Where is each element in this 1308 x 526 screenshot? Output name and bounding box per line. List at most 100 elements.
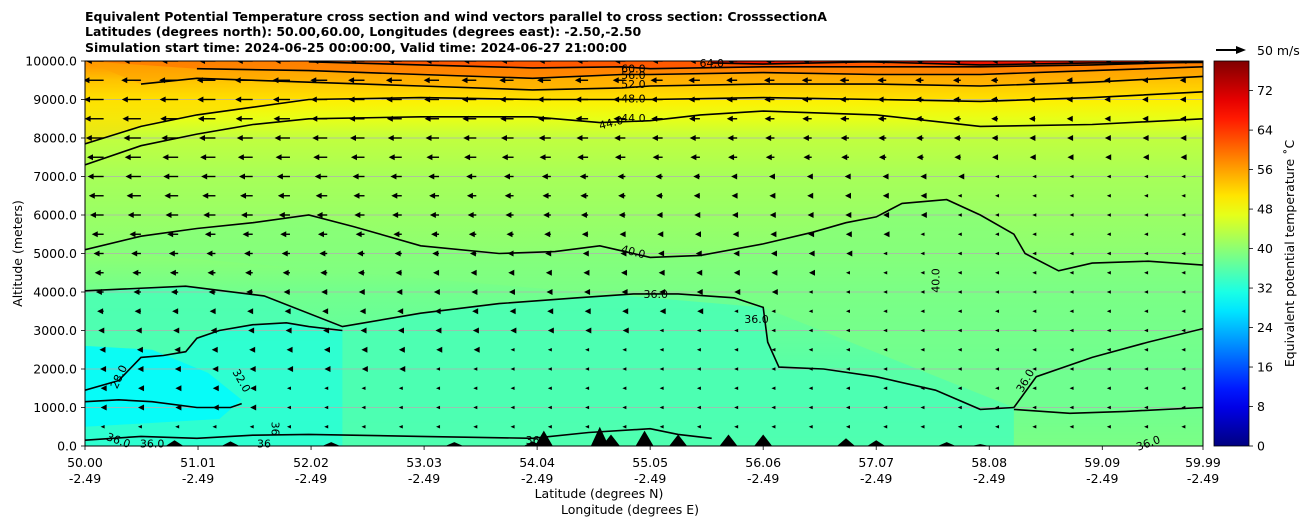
wind-vector-head <box>397 308 404 315</box>
wind-vector <box>957 232 962 237</box>
wind-vector <box>1144 309 1149 314</box>
wind-vector-head <box>544 231 551 238</box>
wind-vector-head <box>274 135 281 141</box>
wind-vector <box>920 290 925 294</box>
wind-vector-head <box>583 269 590 276</box>
wind-vector-head <box>432 250 439 257</box>
wind-vector-head <box>619 231 626 238</box>
wind-vector-head <box>354 212 361 218</box>
wind-vector-head <box>764 96 771 103</box>
wind-vector-head <box>732 212 739 218</box>
wind-vector <box>547 405 552 410</box>
colorbar-tick-label: 8 <box>1257 399 1265 414</box>
wind-vector <box>957 251 962 256</box>
wind-vector <box>659 347 664 352</box>
wind-vector <box>1106 367 1111 371</box>
wind-vector-head <box>771 250 777 257</box>
wind-vector-head <box>1142 115 1149 122</box>
wind-vector-head <box>1142 96 1149 103</box>
wind-vector-head <box>618 192 625 199</box>
y-tick-label: 1000.0 <box>33 400 77 415</box>
wind-vector-head <box>320 269 327 276</box>
wind-vector <box>995 251 1000 256</box>
colorbar-tick-label: 0 <box>1257 439 1265 454</box>
wind-vector-head <box>508 269 515 276</box>
wind-vector <box>771 386 776 391</box>
wind-vector-head <box>359 308 366 315</box>
wind-vector-head <box>467 212 474 218</box>
colorbar-ticks: 0 8 16 24 32 40 48 56 64 72 <box>1249 83 1273 454</box>
wind-vector-head <box>239 173 246 180</box>
x-tick-label-longitude: -2.49 <box>860 471 892 486</box>
wind-vector <box>212 424 217 429</box>
wind-vector-head <box>500 61 507 64</box>
wind-vector <box>1032 232 1037 237</box>
wind-vector-head <box>1142 61 1149 64</box>
wind-vector-head <box>429 212 436 218</box>
wind-vector-head <box>1028 96 1035 103</box>
wind-vector-head <box>121 96 128 103</box>
wind-vector-head <box>275 154 282 161</box>
gridlines <box>85 61 1203 446</box>
wind-vector-head <box>499 96 506 103</box>
wind-vector-head <box>87 173 94 180</box>
contour-line-28 <box>85 398 242 409</box>
wind-vector-head <box>695 250 702 257</box>
wind-vector-head <box>310 96 317 103</box>
x-tick-label-longitude: -2.49 <box>973 471 1005 486</box>
wind-vector <box>324 386 329 391</box>
wind-vector-head <box>461 96 468 103</box>
wind-vector <box>1069 251 1074 256</box>
wind-vector-head <box>250 385 257 392</box>
wind-vector-head <box>697 308 704 315</box>
contour-label: 40.0 <box>620 243 647 262</box>
wind-vector-head <box>314 173 321 180</box>
wind-vector <box>734 328 739 333</box>
colorbar-tick-label: 16 <box>1257 360 1273 375</box>
wind-vector-head <box>1142 154 1149 161</box>
wind-vector-head <box>1104 96 1111 103</box>
wind-vector-head <box>85 96 91 103</box>
wind-vector-head <box>1105 154 1112 161</box>
wind-vector-head <box>312 135 319 141</box>
wind-vector-head <box>990 96 997 103</box>
wind-vector-head <box>845 212 852 218</box>
wind-vector <box>1181 309 1186 314</box>
wind-vector-head <box>201 173 208 180</box>
wind-vector-head <box>694 212 701 218</box>
wind-vector <box>845 347 850 352</box>
y-tick-label: 5000.0 <box>33 246 77 261</box>
wind-vector <box>883 405 888 410</box>
contour-label: 36 <box>526 434 540 447</box>
contour-label: 56.0 <box>621 69 646 82</box>
wind-vector-head <box>802 115 809 122</box>
wind-vector-head <box>614 135 621 141</box>
wind-vector-head <box>473 346 480 353</box>
wind-vector-head <box>97 308 104 315</box>
wind-vector-head <box>203 212 210 218</box>
wind-vector-head <box>162 154 169 161</box>
y-axis-ticks: 0.0 1000.0 2000.0 3000.0 4000.0 5000.0 6000.0 7… <box>25 54 85 454</box>
wind-vector <box>883 290 888 294</box>
wind-vector-head <box>769 192 776 199</box>
wind-vector <box>1144 270 1149 275</box>
wind-vector <box>1144 347 1149 352</box>
contour-label: 44.0 <box>621 112 646 125</box>
wind-vectors <box>85 61 1187 429</box>
wind-vector <box>1144 193 1149 198</box>
wind-vector-head <box>133 289 140 295</box>
wind-vector <box>1032 347 1037 352</box>
wind-vector <box>622 367 627 371</box>
wind-vector <box>436 405 441 410</box>
wind-vector <box>845 424 850 429</box>
wind-vector <box>771 405 776 410</box>
wind-vector <box>1032 174 1037 179</box>
wind-vector-head <box>161 61 168 64</box>
wind-vector-head <box>164 192 171 199</box>
wind-vector-head <box>98 327 105 334</box>
wind-vector-head <box>397 327 404 334</box>
x-tick-label-latitude: 58.08 <box>971 455 1007 470</box>
wind-vector-head <box>125 173 132 180</box>
wind-vector-head <box>883 212 890 218</box>
wind-vector-head <box>770 231 777 238</box>
